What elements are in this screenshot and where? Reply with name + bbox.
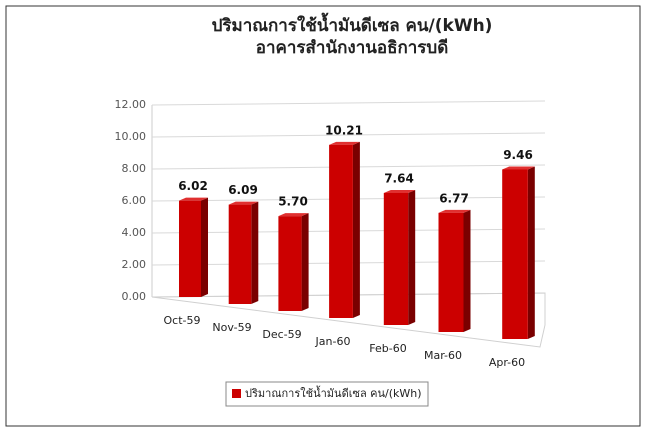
- bar-front: [329, 144, 353, 318]
- chart-subtitle: อาคารสำนักงานอธิการบดี: [256, 37, 449, 58]
- bar-front: [502, 169, 528, 339]
- value-label: 10.21: [325, 123, 363, 137]
- y-tick-label: 2.00: [122, 258, 147, 271]
- bar-top: [383, 189, 416, 193]
- bar-side: [201, 197, 208, 297]
- value-label: 5.70: [278, 195, 308, 209]
- y-tick-label: 10.00: [115, 130, 147, 143]
- value-label: 6.77: [439, 191, 469, 205]
- bar-side: [301, 213, 309, 311]
- bar-side: [352, 141, 360, 318]
- x-tick-label: Feb-60: [369, 342, 406, 355]
- chart-title: ปริมาณการใช้น้ำมันดีเซล คน/(kWh): [212, 12, 493, 36]
- value-label: 6.09: [228, 183, 258, 197]
- bar-front: [438, 212, 464, 332]
- bar-side: [463, 209, 471, 332]
- x-tick-label: Jan-60: [315, 335, 351, 348]
- bar: [329, 141, 360, 318]
- legend-swatch: [232, 389, 241, 398]
- x-tick-label: Dec-59: [262, 328, 301, 341]
- legend-label: ปริมาณการใช้น้ำมันดีเซล คน/(kWh): [245, 385, 422, 400]
- bar: [502, 166, 535, 339]
- x-tick-label: Mar-60: [424, 349, 462, 362]
- value-label: 7.64: [384, 171, 414, 185]
- bar-front: [278, 216, 302, 311]
- grid-line: [151, 100, 546, 106]
- y-tick-label: 4.00: [122, 226, 147, 239]
- legend-box: [225, 381, 429, 407]
- bar: [278, 213, 309, 311]
- y-tick-label: 0.00: [122, 290, 147, 303]
- y-tick-label: 6.00: [122, 194, 147, 207]
- y-tick-label: 8.00: [122, 162, 147, 175]
- value-label: 6.02: [178, 179, 208, 193]
- bar-top: [179, 197, 208, 201]
- bar: [383, 189, 416, 325]
- grid-line: [151, 132, 546, 138]
- y-tick-label: 12.00: [115, 98, 147, 111]
- bar-front: [228, 204, 252, 304]
- bar: [438, 209, 471, 332]
- value-label: 9.46: [503, 148, 533, 162]
- bar-front: [179, 200, 201, 297]
- x-tick-label: Nov-59: [212, 321, 251, 334]
- bar-side: [408, 189, 416, 325]
- bar: [179, 197, 208, 297]
- bar-side: [251, 201, 259, 304]
- bar-top: [278, 213, 309, 217]
- x-tick-label: Apr-60: [489, 356, 525, 369]
- bar-top: [329, 141, 360, 145]
- bar-top: [438, 209, 471, 213]
- bar-front: [383, 192, 409, 325]
- bar-top: [502, 166, 535, 170]
- bar: [228, 201, 259, 304]
- chart-frame: [5, 5, 641, 427]
- x-tick-label: Oct-59: [164, 314, 201, 327]
- bar-top: [228, 201, 259, 205]
- bar-side: [527, 166, 535, 339]
